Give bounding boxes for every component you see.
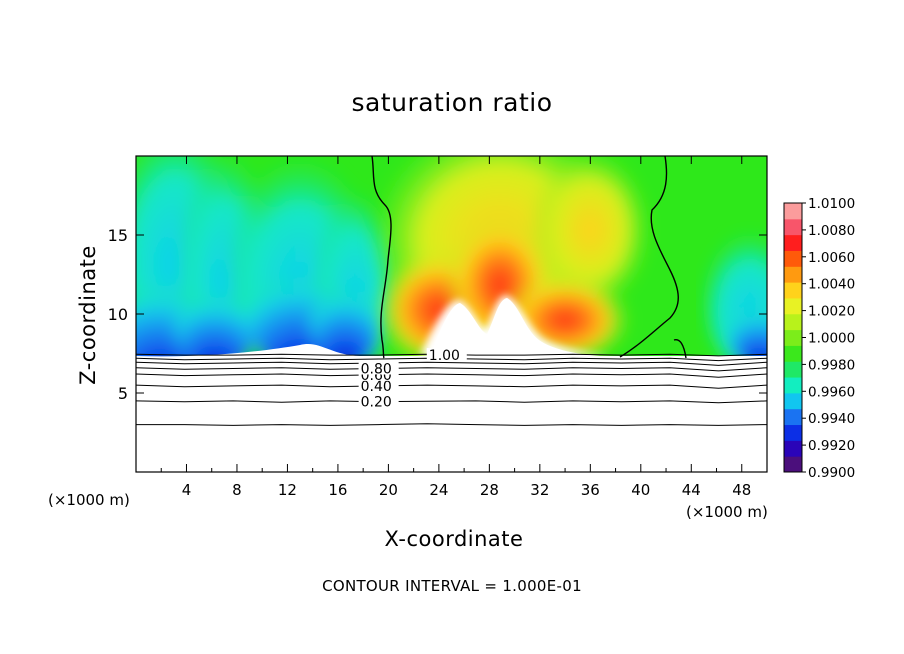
colorbar-label: 1.0000 bbox=[808, 331, 855, 347]
x-tick-label: 40 bbox=[631, 481, 650, 499]
y-axis-label: Z-coordinate bbox=[76, 245, 100, 385]
colorbar-label: 0.9940 bbox=[808, 411, 855, 427]
x-tick-label: 32 bbox=[530, 481, 549, 499]
colorbar: 1.0100 1.0080 1.0060 1.0040 1.0020 1.0000 0.99… bbox=[783, 196, 855, 481]
contour-line bbox=[135, 367, 768, 372]
colorbar-swatch bbox=[784, 456, 802, 473]
y-tick-label: 15 bbox=[108, 226, 128, 245]
x-tick-label: 4 bbox=[182, 481, 192, 499]
contour-label: 0.40 bbox=[361, 379, 392, 395]
contour-label: 1.00 bbox=[429, 348, 460, 364]
contour-label-bg bbox=[358, 378, 399, 392]
colorbar-label: 1.0020 bbox=[808, 304, 855, 320]
colorbar-swatch bbox=[784, 282, 802, 299]
y-tick-label: 5 bbox=[118, 384, 128, 403]
x-tick-label: 8 bbox=[232, 481, 242, 499]
colorbar-swatch bbox=[784, 266, 802, 283]
colorbar-swatch bbox=[784, 313, 802, 331]
contour-label: 0.20 bbox=[361, 395, 392, 411]
contour-line bbox=[135, 384, 768, 389]
contour-line bbox=[135, 400, 768, 404]
contour-line bbox=[135, 361, 768, 366]
colorbar-swatch bbox=[784, 424, 802, 441]
x-tick-label: 24 bbox=[429, 481, 448, 499]
contour-line bbox=[135, 373, 768, 378]
x-axis-label: X-coordinate bbox=[384, 527, 524, 551]
colorbar-swatch bbox=[784, 408, 802, 426]
colorbar-label: 0.9960 bbox=[808, 384, 855, 400]
x-tick-label: 16 bbox=[328, 481, 347, 499]
contour-line bbox=[136, 423, 768, 426]
colorbar-label: 1.0040 bbox=[808, 277, 855, 293]
colorbar-label: 1.0060 bbox=[808, 250, 855, 266]
colorbar-swatch bbox=[784, 345, 802, 362]
colorbar-label: 0.9900 bbox=[808, 465, 855, 481]
x-tick-label: 36 bbox=[581, 481, 600, 499]
x-tick-label: 20 bbox=[379, 481, 398, 499]
colorbar-swatch bbox=[784, 297, 802, 315]
colorbar-label: 0.9920 bbox=[808, 438, 855, 454]
x-tick-label: 12 bbox=[278, 481, 297, 499]
contour-label-bg bbox=[426, 348, 467, 362]
contour-labels: 0.200.400.600.801.00 bbox=[358, 348, 467, 411]
x-axis: 4 8 12 16 20 24 28 32 36 40 44 48 bbox=[160, 156, 751, 499]
x-tick-label: 28 bbox=[480, 481, 499, 499]
colorbar-label: 1.0100 bbox=[808, 196, 855, 212]
colorbar-swatch bbox=[784, 361, 802, 378]
contour-label-bg bbox=[358, 361, 399, 375]
colorbar-swatch bbox=[784, 392, 802, 410]
x-tick-label: 48 bbox=[732, 481, 751, 499]
colorbar-swatch bbox=[784, 377, 802, 394]
chart-title: saturation ratio bbox=[351, 88, 553, 117]
heatmap-field bbox=[136, 156, 767, 472]
contour-label-bg bbox=[358, 394, 399, 408]
y-tick-label: 10 bbox=[108, 305, 128, 324]
y-axis: 5 10 15 bbox=[108, 226, 767, 403]
colorbar-swatch bbox=[784, 329, 802, 346]
x-unit-label-left: (×1000 m) bbox=[48, 491, 130, 509]
colorbar-swatch bbox=[784, 218, 802, 236]
colorbar-swatch bbox=[784, 203, 802, 220]
contour-interval-label: CONTOUR INTERVAL = 1.000E-01 bbox=[322, 577, 582, 595]
x-tick-label: 44 bbox=[682, 481, 701, 499]
colorbar-swatch bbox=[784, 440, 802, 457]
x-unit-label-right: (×1000 m) bbox=[686, 503, 768, 521]
colorbar-label: 1.0080 bbox=[808, 223, 855, 239]
contour-label: 0.80 bbox=[361, 362, 392, 378]
contour-lines bbox=[135, 353, 768, 426]
colorbar-swatch bbox=[784, 234, 802, 251]
colorbar-label: 0.9980 bbox=[808, 357, 855, 373]
colorbar-swatch bbox=[784, 250, 802, 267]
